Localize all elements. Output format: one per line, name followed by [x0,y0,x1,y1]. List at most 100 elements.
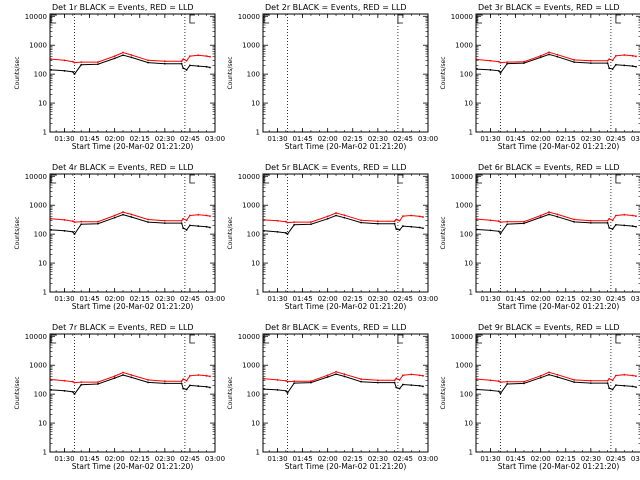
events-data-point [185,229,188,231]
events-data-point [286,392,289,394]
lld-data-point [163,380,166,383]
lld-data-point [113,375,116,378]
x-tick-label: 01:30 [267,455,287,463]
events-data-point [180,62,183,65]
lld-data-point [343,373,346,376]
saa-marker [476,14,483,24]
y-axis-label: Counts/sec [14,56,21,89]
lld-data-point [395,377,398,380]
lld-data-point [182,58,185,61]
events-data-point [615,63,617,66]
x-axis-label: Start Time (20-Mar-02 01:21:20) [498,142,620,151]
lld-data-point [185,379,188,382]
plot-frame [262,333,429,453]
events-data-point [80,223,83,226]
x-tick-label: 02:00 [318,455,338,463]
events-data-point [122,374,124,376]
x-tick-label: 02:30 [581,295,601,303]
events-data-point [422,385,424,388]
events-data-point [343,375,346,378]
lld-data-point [326,215,329,218]
events-data-point [476,68,479,70]
x-tick-label: 02:15 [130,455,150,463]
lld-data-point [615,374,617,377]
x-tick-label: 01:30 [267,135,287,143]
x-tick-label: 02:15 [343,135,363,143]
events-data-point [523,62,525,65]
lld-data-point [71,380,74,383]
events-data-point [539,216,542,219]
lld-data-point [539,214,542,217]
lld-data-point [606,379,609,382]
x-tick-label: 02:45 [180,135,200,143]
lld-data-point [476,218,479,221]
lld-data-point [130,374,133,376]
events-data-point [418,226,421,229]
lld-data-point [286,380,289,383]
events-data-point [611,68,614,70]
lld-data-point [556,373,559,376]
y-axis-label: Counts/sec [227,56,234,89]
x-tick-label: 02:30 [368,295,388,303]
lld-data-point [573,59,576,61]
y-axis-label: Counts/sec [227,216,234,249]
lld-data-point [623,54,626,56]
x-tick-label: 01:45 [79,455,99,463]
lld-data-point [286,221,289,224]
lld-data-point [205,55,208,58]
lld-data-point [523,60,525,63]
x-tick-label: 02:45 [606,135,626,143]
lld-data-point [97,61,99,64]
events-data-point [263,388,266,390]
lld-data-point [573,379,576,381]
lld-data-point [499,61,502,64]
lld-data-point [548,211,550,213]
events-data-point [293,382,296,385]
events-series-line [264,373,424,394]
x-axis-label: Start Time (20-Mar-02 01:21:20) [72,142,194,151]
x-tick-label: 02:15 [556,135,576,143]
chart-title: Det 7r BLACK = Events, RED = LLD [52,323,194,332]
lld-data-point [180,60,183,63]
x-tick-label: 02:30 [155,295,175,303]
y-tick-label: 1000 [455,42,473,50]
events-data-point [189,64,191,67]
events-data-point [376,222,379,225]
events-data-point [360,380,363,383]
events-data-point [276,230,279,233]
y-tick-label: 10 [38,420,47,428]
events-data-point [209,386,211,389]
lld-data-point [63,379,66,382]
lld-data-point [615,54,617,57]
events-data-point [497,69,500,72]
lld-data-point [197,54,200,57]
plot-frame [475,333,640,453]
lld-data-point [611,379,614,382]
x-tick-label: 03:00 [418,295,438,303]
lld-data-point [284,220,287,223]
events-data-point [130,376,133,379]
chart-panel-2: Det 2r BLACK = Events, RED = LLD Counts/s… [227,3,438,151]
x-tick-label: 02:30 [155,135,175,143]
y-tick-label: 10 [38,100,47,108]
lld-data-point [548,371,550,374]
events-data-point [209,66,211,69]
y-tick-label: 1 [469,449,473,457]
saa-marker [397,334,403,344]
lld-data-point [97,220,99,223]
lld-data-point [80,61,83,64]
chart-title: Det 1r BLACK = Events, RED = LLD [52,3,194,12]
lld-data-point [395,218,398,221]
events-data-point [539,376,542,379]
events-data-point [556,55,559,58]
events-data-point [163,222,166,225]
lld-data-point [189,55,191,58]
events-data-point [489,389,492,392]
saa-marker [189,174,195,184]
events-data-point [286,233,289,236]
chart-title: Det 2r BLACK = Events, RED = LLD [265,3,407,12]
lld-data-point [71,220,74,223]
y-tick-label: 10 [251,420,260,428]
events-data-point [63,69,66,72]
plot-frame [49,173,216,293]
